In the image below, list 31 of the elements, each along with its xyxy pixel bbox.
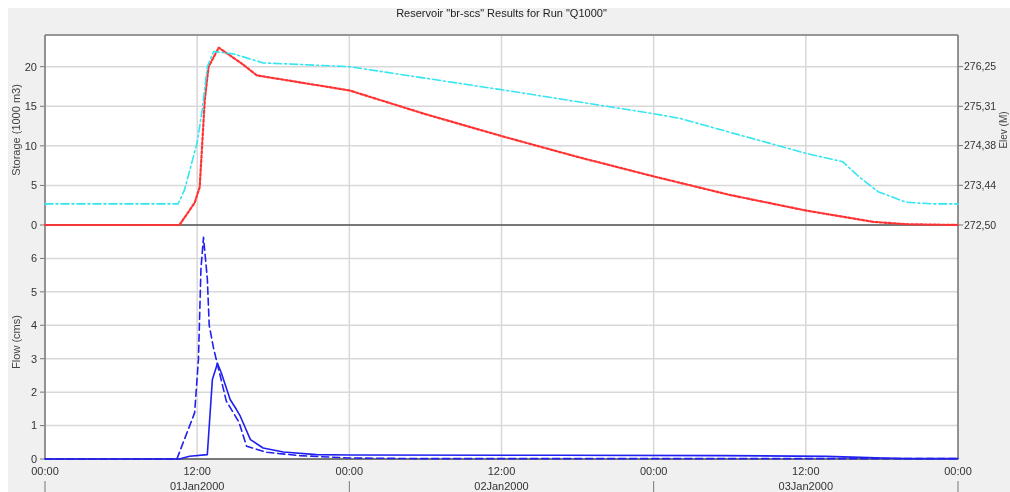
chart-title: Reservoir "br-scs" Results for Run "Q1000" [396,7,607,19]
y-tick-label: 5 [30,285,37,298]
x-tick-label: 00:00 [335,465,364,477]
y-tick-label: 0 [30,452,37,465]
y2-tick-label: 276,25 [964,60,997,73]
x-tick-label: 00:00 [31,465,59,477]
y-tick-label: 20 [24,60,37,73]
y2-axis-title: Elev (M) [998,111,1009,149]
y-tick-label: 2 [30,385,37,398]
text: 03Jan2000 [778,480,834,492]
y-tick-label: 6 [30,252,37,265]
y-tick-label: 3 [30,352,37,365]
x-tick-label: 12:00 [183,465,211,477]
x-tick-label: 12:00 [792,465,820,477]
y-axis-title: Flow (cms) [10,315,22,369]
y2-tick-label: 274,38 [964,139,997,152]
y2-tick-label: 272,50 [964,218,997,231]
x-tick-label: 00:00 [944,465,972,477]
y-tick-label: 5 [30,179,37,192]
y-tick-label: 4 [30,319,37,332]
text: 01Jan2000 [169,480,225,492]
y2-tick-label: 275,31 [964,100,997,113]
x-tick-label: 00:00 [639,465,668,477]
x-tick-label: 12:00 [487,465,516,477]
y-tick-label: 0 [30,218,37,231]
y2-tick-label: 273,44 [964,178,997,191]
y-axis-title: Storage (1000 m3) [10,84,22,176]
y-tick-label: 10 [24,139,37,152]
text: 02Jan2000 [474,480,529,492]
y-tick-label: 1 [30,419,37,432]
y-tick-label: 15 [24,100,37,113]
